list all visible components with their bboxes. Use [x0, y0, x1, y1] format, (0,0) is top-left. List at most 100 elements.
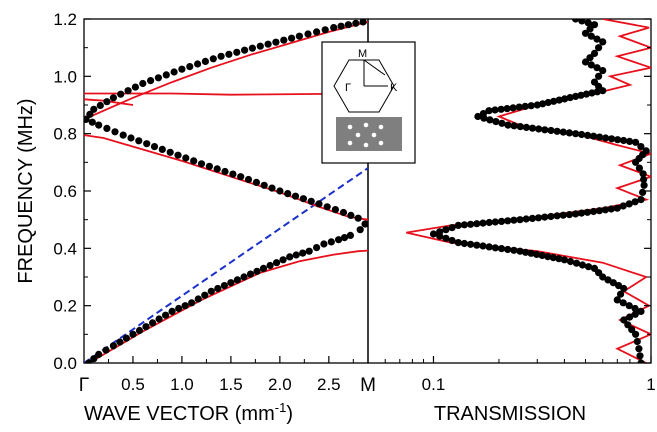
transmission-data-point	[460, 239, 468, 248]
transmission-data-point	[550, 97, 558, 105]
transmission-data-point	[547, 212, 555, 221]
inset-hole	[363, 122, 369, 128]
transmission-data-point	[578, 130, 586, 139]
transmission-data-point	[572, 259, 581, 267]
transmission-data-point	[442, 234, 450, 242]
data-point	[268, 184, 276, 192]
transmission-data-point	[586, 25, 594, 33]
transmission-data-point	[541, 126, 549, 134]
transmission-data-point	[632, 138, 640, 146]
transmission-data-point	[454, 221, 462, 229]
transmission-data-point	[473, 241, 481, 249]
data-point	[142, 323, 150, 331]
transmission-data-point	[583, 208, 592, 216]
transmission-data-point	[497, 245, 506, 253]
data-point	[359, 19, 367, 26]
transmission-data-point	[608, 135, 616, 143]
data-point	[259, 264, 268, 272]
data-point	[96, 101, 104, 110]
transmission-data-point	[485, 107, 493, 115]
x-tick-label: 2.0	[268, 375, 292, 394]
transmission-data-point	[589, 207, 598, 216]
data-point	[323, 203, 331, 211]
inset-hole	[371, 132, 377, 138]
transmission-data-point	[522, 248, 530, 256]
transmission-data-point	[609, 279, 617, 287]
transmission-data-point	[587, 32, 595, 40]
data-point	[201, 57, 209, 65]
data-point	[266, 261, 274, 270]
transmission-data-point	[544, 253, 552, 261]
data-point	[205, 162, 213, 170]
data-point	[321, 26, 329, 34]
transmission-data-point	[535, 125, 543, 133]
transmission-data-point	[620, 136, 628, 145]
data-point	[253, 267, 261, 275]
transmission-data-point	[572, 130, 580, 138]
data-point	[291, 192, 300, 200]
transmission-data-point	[595, 44, 603, 52]
data-point	[158, 145, 166, 153]
y-tick-label: 0.4	[53, 239, 77, 258]
data-point	[237, 173, 245, 181]
data-point	[116, 338, 124, 346]
transmission-data-point	[538, 251, 546, 260]
transmission-data-point	[624, 321, 632, 329]
transmission-data-point	[510, 246, 518, 254]
transmission-data-point	[561, 95, 569, 103]
transmission-data-point	[565, 211, 574, 219]
data-point	[344, 21, 352, 29]
transmission-data-point	[479, 110, 487, 118]
data-point	[337, 22, 345, 30]
data-point	[117, 90, 125, 98]
data-point	[347, 211, 355, 219]
transmission-data-point	[633, 337, 641, 346]
transmission-data-point	[547, 126, 555, 135]
data-point	[194, 295, 202, 303]
transmission-data-point	[510, 216, 518, 224]
data-point	[135, 326, 144, 335]
data-point	[135, 137, 143, 145]
transmission-data-point	[504, 217, 512, 225]
transmission-data-point	[577, 209, 586, 217]
transmission-data-point	[474, 112, 482, 121]
transmission-data-point	[522, 215, 530, 223]
transmission-data-point	[628, 326, 636, 334]
theory-curve-4	[84, 98, 134, 106]
transmission-data-point	[534, 214, 543, 222]
transmission-data-point	[429, 230, 438, 238]
transmission-data-point	[619, 299, 627, 307]
data-point	[90, 105, 98, 113]
transmission-data-point	[619, 202, 627, 210]
x-axis-title-right: TRANSMISSION	[434, 403, 586, 425]
data-point	[147, 77, 155, 85]
transmission-data-point	[479, 242, 487, 250]
transmission-data-point	[639, 170, 647, 178]
transmission-data-point	[626, 313, 634, 321]
transmission-plot-area	[406, 19, 651, 363]
transmission-data-point	[635, 164, 644, 172]
transmission-data-point	[602, 134, 610, 142]
data-point	[166, 148, 174, 156]
transmission-data-point	[604, 276, 612, 284]
data-point	[103, 98, 111, 106]
transmission-data-point	[582, 90, 591, 98]
transmission-data-point	[560, 256, 569, 264]
transmission-data-point	[527, 102, 535, 110]
transmission-data-point	[485, 218, 493, 227]
light-line	[84, 167, 368, 363]
transmission-theory-curve	[406, 19, 651, 363]
transmission-data-point	[528, 214, 537, 222]
transmission-data-point	[639, 188, 647, 196]
data-point	[109, 94, 117, 102]
transmission-data-point	[467, 240, 475, 248]
transmission-data-point	[581, 58, 590, 66]
transmission-data-point	[572, 92, 580, 100]
data-point	[119, 131, 127, 139]
data-point	[331, 206, 339, 214]
transmission-data-point	[572, 210, 580, 218]
data-point	[95, 121, 103, 129]
data-point	[162, 71, 170, 79]
data-point	[354, 214, 362, 222]
